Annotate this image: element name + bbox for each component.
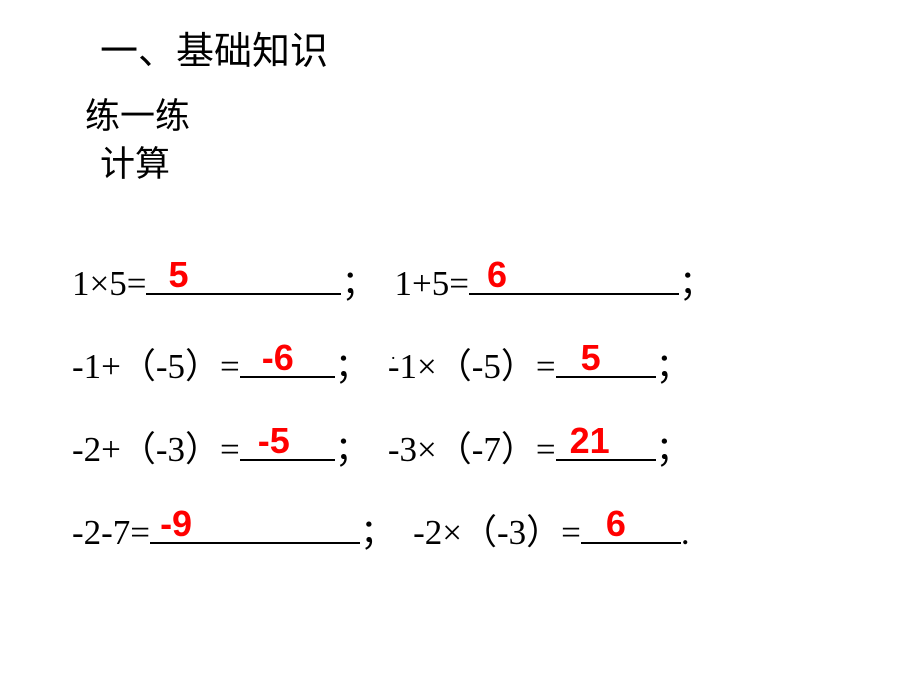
problem-area: 1×5= 5 ； 1+5= 6 ； -1+（-5）= -6 ； -1×（-5）=… [72, 255, 714, 587]
answer-blank: -5 [240, 426, 335, 461]
answer-value: -6 [262, 337, 294, 379]
answer-value: 21 [570, 420, 610, 462]
expression: -1+（-5）= [72, 338, 240, 389]
answer-blank: 21 [556, 426, 656, 461]
expression: -2+（-3）= [72, 421, 240, 472]
separator: ； [335, 421, 370, 472]
separator: ； [679, 255, 714, 306]
answer-blank: -9 [150, 509, 360, 544]
expression: -2-7= [72, 513, 150, 553]
answer-value: 5 [581, 337, 601, 379]
dot-marker: . [391, 343, 396, 364]
subtitle-compute: 计算 [100, 136, 170, 187]
problem-row: -2+（-3）= -5 ； -3×（-7）= 21 ； [72, 421, 714, 472]
expression: -3×（-7）= [388, 421, 556, 472]
separator: ； [656, 421, 691, 472]
separator: ； [360, 504, 395, 555]
expression: 1×5= [72, 264, 146, 304]
answer-value: 6 [606, 503, 626, 545]
answer-value: -5 [258, 420, 290, 462]
answer-value: 6 [487, 254, 507, 296]
answer-value: -9 [160, 503, 192, 545]
expression: -2×（-3）= [413, 504, 581, 555]
problem-row: -2-7= -9 ； -2×（-3）= 6 . [72, 504, 714, 555]
subtitle-practice: 练一练 [85, 88, 190, 139]
answer-blank: -6 [240, 343, 335, 378]
problem-row: 1×5= 5 ； 1+5= 6 ； [72, 255, 714, 306]
answer-blank: 6 [581, 509, 681, 544]
section-title: 一、基础知识 [100, 20, 328, 75]
answer-blank: 6 [469, 260, 679, 295]
separator: ； [335, 338, 370, 389]
answer-blank: 5 [146, 260, 341, 295]
separator: ； [341, 255, 376, 306]
separator: ； [656, 338, 691, 389]
expression: 1+5= [395, 264, 469, 304]
answer-value: 5 [168, 254, 188, 296]
separator: . [681, 513, 690, 553]
expression: -1×（-5）= [388, 338, 556, 389]
answer-blank: 5 [556, 343, 656, 378]
